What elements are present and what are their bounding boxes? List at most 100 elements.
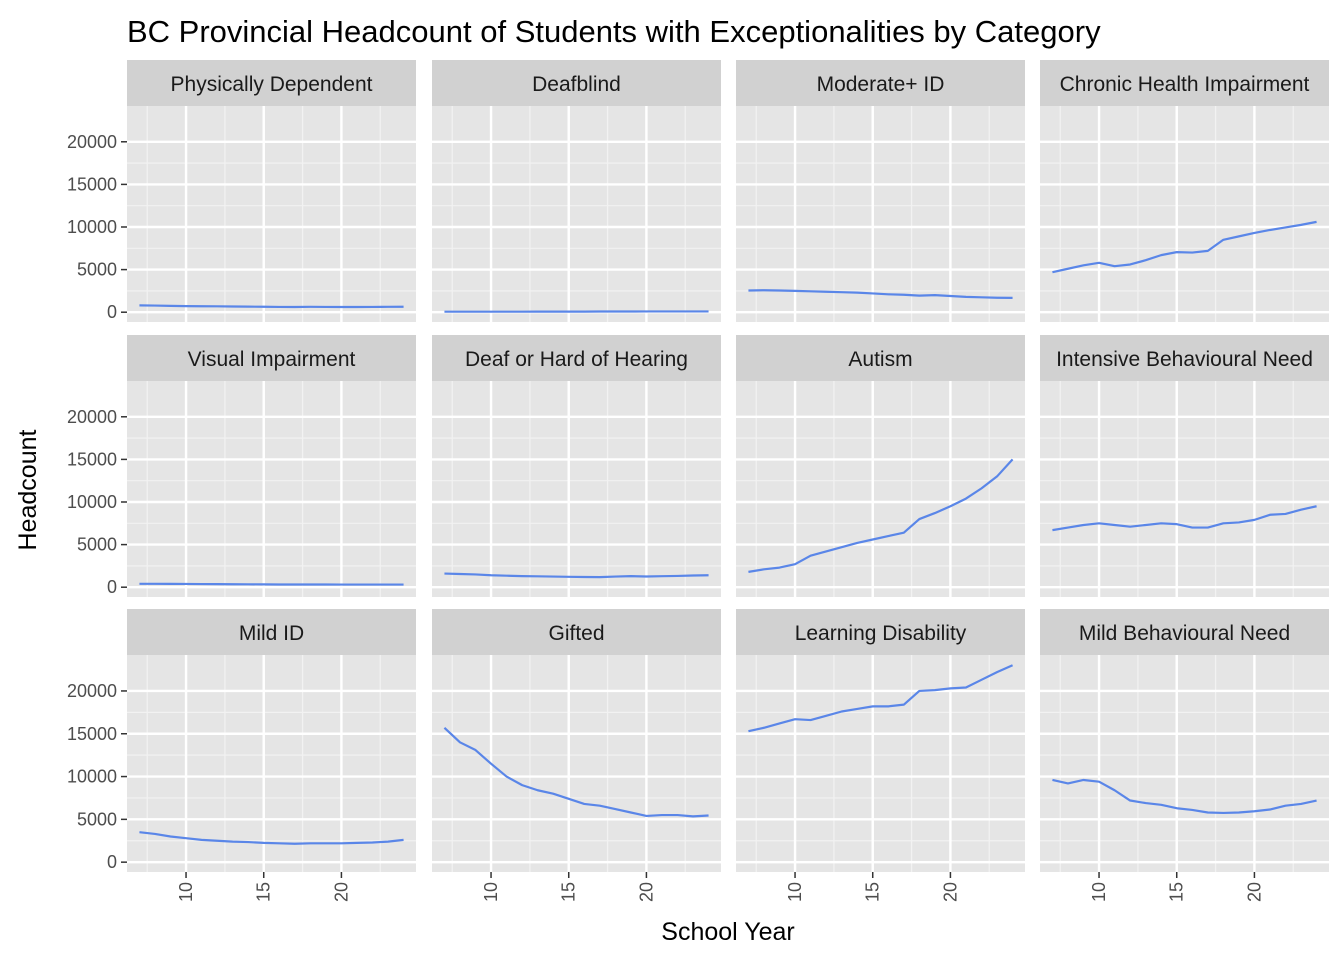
x-tick-label: 15 [254, 882, 274, 902]
x-tick-label: 20 [636, 882, 656, 902]
strip-physically-dependent [127, 60, 416, 106]
x-axis-col-1: 10 15 20 [176, 872, 351, 902]
series-line-intensive-behavioural-need [1052, 505, 1317, 532]
y-tick-label: 20000 [67, 681, 117, 701]
y-tick-label: 0 [107, 577, 117, 597]
strip-deafblind [432, 60, 721, 106]
panel-background [1040, 381, 1329, 597]
panel-background [432, 655, 721, 872]
series-line-mild-behavioural-need [1052, 778, 1317, 815]
y-axes: 0 5000 10000 15000 20000 0 5000 10000 15000 20000… [67, 132, 127, 872]
strip-label-physically-dependent: Physically Dependent [171, 73, 373, 96]
series-line-physically-dependent [139, 304, 404, 309]
panel-visual-impairment: Visual Impairment [127, 335, 416, 597]
strip-label-deafblind: Deafblind [532, 73, 621, 96]
series-line-chronic-health-impairment [1052, 220, 1317, 274]
x-tick-label: 15 [863, 882, 883, 902]
strip-label-gifted: Gifted [548, 622, 604, 645]
strip-label-visual-impairment: Visual Impairment [188, 348, 356, 371]
y-tick-label: 10000 [67, 217, 117, 237]
panel-background [1040, 106, 1329, 322]
strip-label-learning-disability: Learning Disability [795, 622, 967, 645]
strip-chronic-health-impairment [1040, 60, 1329, 106]
gridlines [1040, 106, 1329, 322]
y-tick-label: 5000 [77, 260, 117, 280]
strip-mild-id [127, 609, 416, 655]
x-tick-label: 15 [1167, 882, 1187, 902]
y-axis-row-2: 0 5000 10000 15000 20000 [67, 407, 127, 597]
gridlines [1040, 381, 1329, 597]
gridlines [736, 655, 1025, 872]
panel-background [736, 655, 1025, 872]
x-tick-label: 10 [481, 882, 501, 902]
x-tick-label: 10 [176, 882, 196, 902]
gridlines [736, 106, 1025, 322]
panel-intensive-behavioural-need: Intensive Behavioural Need [1040, 335, 1329, 597]
panel-background [127, 106, 416, 322]
panel-moderate-id: Moderate+ ID [736, 60, 1025, 322]
panel-autism: Autism [736, 335, 1025, 597]
gridlines [1040, 655, 1329, 872]
y-tick-label: 20000 [67, 132, 117, 152]
strip-label-chronic-health-impairment: Chronic Health Impairment [1060, 73, 1310, 96]
gridlines [127, 655, 416, 872]
panel-mild-id: Mild ID [127, 609, 416, 872]
strip-moderate-id [736, 60, 1025, 106]
panel-gifted: Gifted [432, 609, 721, 872]
strip-autism [736, 335, 1025, 381]
x-tick-label: 20 [940, 882, 960, 902]
facet-panels: Physically Dependent Deafblind Moderate+ I… [127, 60, 1329, 872]
panel-learning-disability: Learning Disability [736, 609, 1025, 872]
x-tick-label: 10 [1089, 882, 1109, 902]
gridlines [127, 106, 416, 322]
x-axes: 10 15 20 10 15 20 10 15 20 10 15 20 [176, 872, 1264, 902]
gridlines [432, 655, 721, 872]
strip-gifted [432, 609, 721, 655]
strip-mild-behavioural-need [1040, 609, 1329, 655]
chart-title: BC Provincial Headcount of Students with… [127, 14, 1101, 49]
strip-label-mild-behavioural-need: Mild Behavioural Need [1079, 622, 1290, 645]
strip-visual-impairment [127, 335, 416, 381]
y-tick-label: 0 [107, 852, 117, 872]
x-axis-col-4: 10 15 20 [1089, 872, 1264, 902]
strip-intensive-behavioural-need [1040, 335, 1329, 381]
y-tick-label: 15000 [67, 449, 117, 469]
y-tick-label: 15000 [67, 174, 117, 194]
series-line-autism [748, 458, 1014, 573]
series-line-learning-disability [748, 664, 1014, 733]
panel-background [127, 381, 416, 597]
strip-label-intensive-behavioural-need: Intensive Behavioural Need [1056, 348, 1313, 371]
x-tick-label: 20 [1244, 882, 1264, 902]
strip-label-autism: Autism [848, 348, 912, 371]
gridlines [736, 381, 1025, 597]
x-axis-col-3: 10 15 20 [785, 872, 960, 902]
y-tick-label: 20000 [67, 407, 117, 427]
gridlines [432, 106, 721, 322]
x-axis-col-2: 10 15 20 [481, 872, 656, 902]
y-axis-title: Headcount [14, 429, 42, 550]
series-line-visual-impairment [139, 582, 404, 586]
y-tick-label: 5000 [77, 809, 117, 829]
strip-deaf-or-hard-of-hearing [432, 335, 721, 381]
panel-mild-behavioural-need: Mild Behavioural Need [1040, 609, 1329, 872]
y-axis-row-1: 0 5000 10000 15000 20000 [67, 132, 127, 322]
panel-physically-dependent: Physically Dependent [127, 60, 416, 322]
gridlines [127, 381, 416, 597]
y-tick-label: 10000 [67, 767, 117, 787]
strip-label-deaf-or-hard-of-hearing: Deaf or Hard of Hearing [465, 348, 688, 371]
x-tick-label: 15 [559, 882, 579, 902]
x-tick-label: 10 [785, 882, 805, 902]
x-axis-title: School Year [661, 918, 794, 946]
y-tick-label: 5000 [77, 535, 117, 555]
strip-label-mild-id: Mild ID [239, 622, 304, 645]
panel-background [432, 381, 721, 597]
panel-background [432, 106, 721, 322]
x-tick-label: 20 [331, 882, 351, 902]
panel-deafblind: Deafblind [432, 60, 721, 322]
series-line-deaf-or-hard-of-hearing [444, 572, 709, 579]
strip-label-moderate-id: Moderate+ ID [817, 73, 945, 96]
series-line-gifted [443, 726, 709, 818]
gridlines [432, 381, 721, 597]
panel-chronic-health-impairment: Chronic Health Impairment [1040, 60, 1329, 322]
